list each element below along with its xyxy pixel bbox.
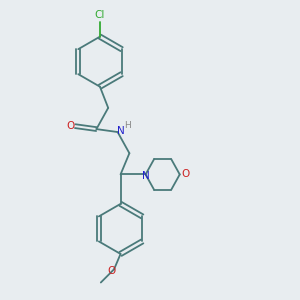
Text: H: H — [124, 121, 131, 130]
Text: Cl: Cl — [95, 10, 105, 20]
Text: N: N — [142, 171, 149, 181]
Text: O: O — [107, 266, 115, 276]
Text: O: O — [181, 169, 189, 179]
Text: O: O — [67, 121, 75, 131]
Text: N: N — [117, 126, 125, 136]
